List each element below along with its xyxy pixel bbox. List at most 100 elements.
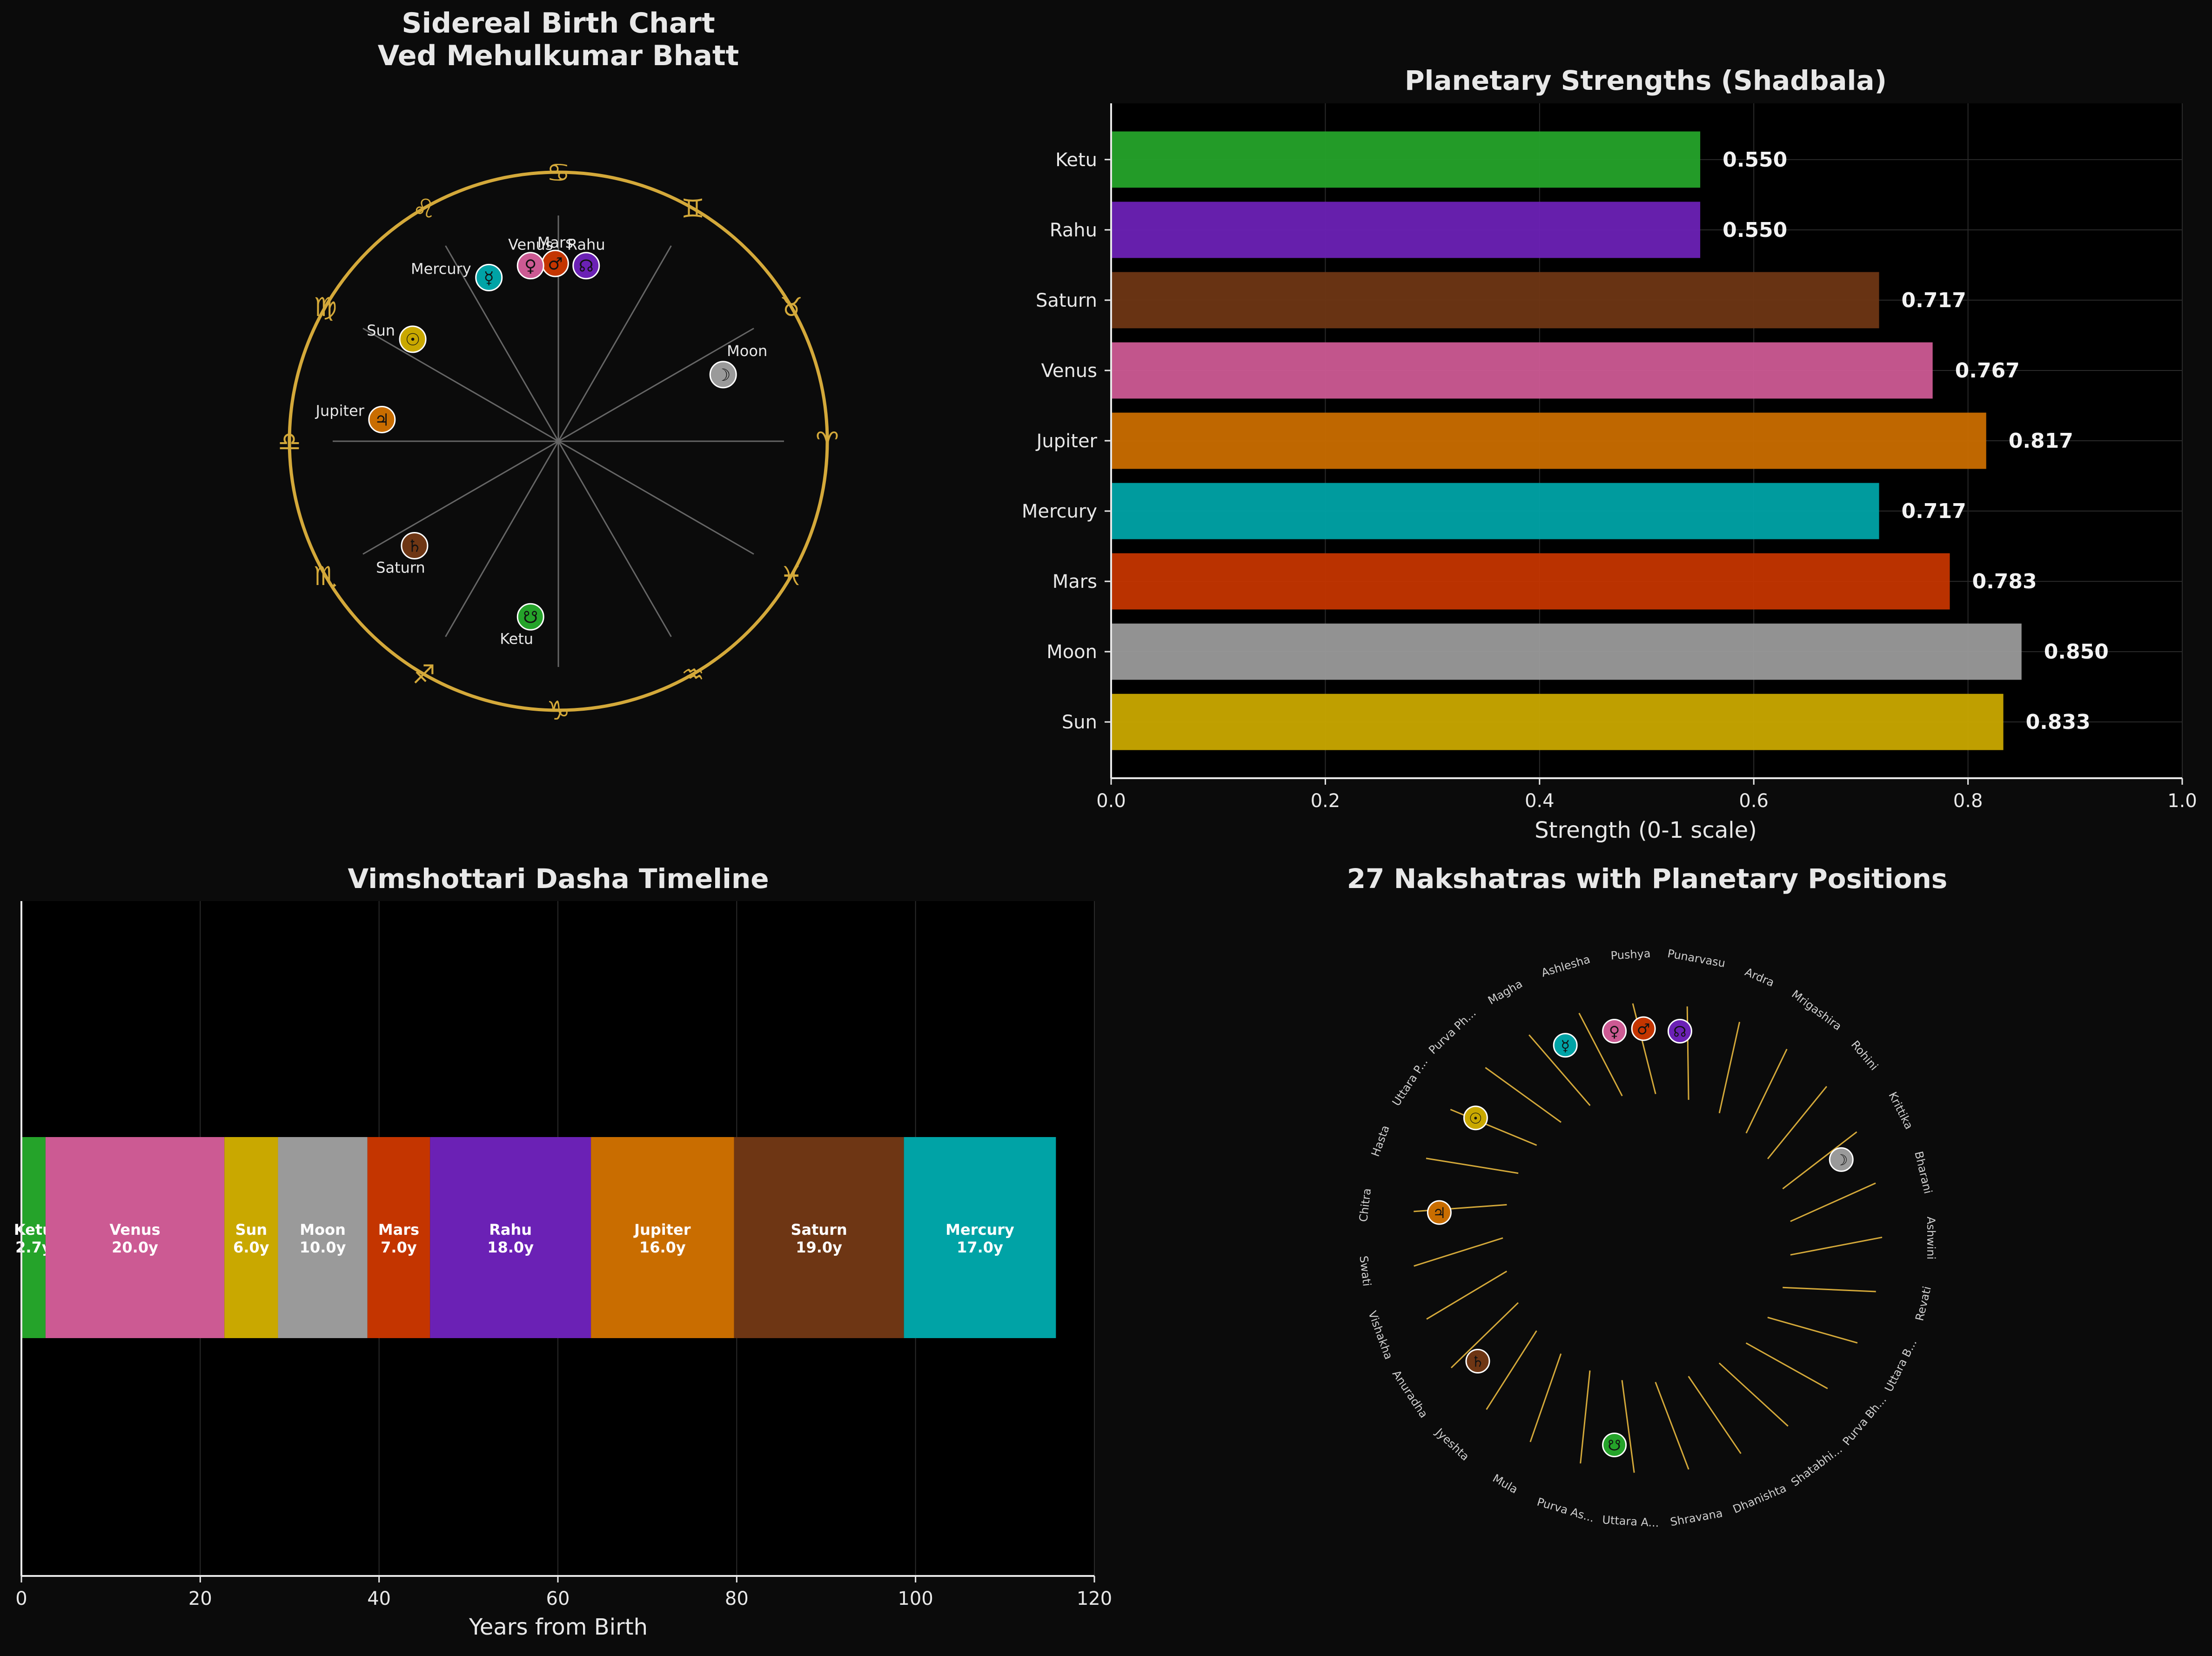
mercury-strength-bar — [1111, 483, 1879, 539]
rahu-nakshatra-glyph: ☊ — [1673, 1023, 1686, 1041]
zodiac-sign-glyph: ♓ — [779, 561, 803, 592]
venus-label: Venus — [508, 236, 553, 254]
venus-nakshatra-glyph: ♀ — [1609, 1023, 1620, 1041]
saturn-marker — [401, 532, 429, 560]
nakshatra-title: 27 Nakshatras with Planetary Positions — [1347, 863, 1948, 895]
nakshatra-divider — [1426, 1158, 1519, 1174]
zodiac-sign-glyph: ♋ — [547, 158, 570, 188]
nakshatra-divider — [1450, 1302, 1519, 1368]
zodiac-sign-glyph: ♈ — [816, 427, 839, 457]
nakshatra-divider — [1745, 1049, 1788, 1134]
jupiter-nakshatra-glyph: ♃ — [1433, 1204, 1446, 1222]
moon-strength-value: 0.850 — [2044, 640, 2109, 664]
mars-glyph: ♂ — [548, 255, 563, 274]
strength-ytick-label: Jupiter — [1035, 431, 1098, 452]
rahu-glyph: ☊ — [579, 257, 594, 276]
saturn-strength-value: 0.717 — [1902, 289, 1966, 312]
venus-marker — [516, 252, 544, 280]
dasha-xtick-label: 100 — [898, 1588, 933, 1609]
mercury-label: Mercury — [411, 260, 471, 277]
saturn-dasha-name: Saturn — [791, 1221, 847, 1239]
zodiac-ring — [288, 170, 829, 712]
zodiac-sign-glyph: ♒ — [681, 660, 704, 690]
strength-ytick-label: Saturn — [1036, 290, 1097, 311]
sun-dasha-segment — [224, 1137, 278, 1338]
nakshatra-divider — [1718, 1362, 1789, 1427]
venus-dasha-name: Venus — [109, 1221, 160, 1239]
nakshatra-divider — [1767, 1086, 1828, 1159]
mercury-nakshatra-glyph: ☿ — [1561, 1037, 1570, 1055]
zodiac-sign-glyphs: ♈ ♉ ♊ ♋ ♌ ♍ ♎ ♏ ♐ ♑ ♒ ♓ — [278, 158, 839, 726]
saturn-glyph: ♄ — [407, 537, 422, 556]
nakshatra-divider — [1655, 1381, 1689, 1470]
zodiac-sign-glyph: ♌ — [412, 194, 436, 224]
house-spoke — [558, 328, 754, 442]
mars-label: Mars — [537, 234, 573, 251]
nakshatra-label: Ashwini — [1924, 1217, 1937, 1259]
moon-marker — [709, 361, 737, 389]
mercury-dasha-years: 17.0y — [957, 1239, 1003, 1256]
jupiter-dasha-segment — [591, 1137, 734, 1338]
strength-ytick-label: Mars — [1052, 571, 1097, 592]
nakshatra-divider — [1414, 1237, 1503, 1267]
zodiac-sign-glyph: ♐ — [412, 660, 436, 690]
birth-chart-panel: Sidereal Birth Chart Ved Mehulkumar Bhat… — [278, 7, 839, 726]
mars-nakshatra-marker — [1631, 1016, 1656, 1041]
nakshatra-divider — [1529, 1353, 1562, 1442]
strength-ytick-label: Mercury — [1022, 501, 1097, 522]
house-spoke — [557, 245, 672, 442]
dasha-xtick-label: 80 — [725, 1588, 749, 1609]
dasha-title: Vimshottari Dasha Timeline — [348, 863, 769, 895]
rahu-dasha-name: Rahu — [489, 1221, 532, 1239]
sun-dasha-name: Sun — [235, 1221, 268, 1239]
venus-nakshatra-marker — [1602, 1019, 1627, 1044]
ketu-label: Ketu — [500, 630, 533, 647]
strength-xtick-label: 0.0 — [1096, 790, 1126, 812]
saturn-label: Saturn — [376, 559, 425, 577]
dasha-x-label: Years from Birth — [469, 1614, 648, 1640]
nakshatra-divider — [1426, 1271, 1508, 1320]
strength-chart-title: Planetary Strengths (Shadbala) — [1405, 65, 1887, 96]
nakshatra-divider — [1790, 1236, 1883, 1256]
nakshatra-planets: ☉ ☽ ♂ ☿ ♃ ♀ ♄ ☊ ☋ — [1427, 1016, 1854, 1457]
dasha-xtick-label: 40 — [367, 1588, 391, 1609]
house-spoke — [362, 440, 559, 555]
ketu-strength-bar — [1111, 131, 1701, 188]
moon-dasha-years: 10.0y — [300, 1239, 346, 1256]
sun-dasha-years: 6.0y — [233, 1239, 269, 1256]
strength-ticks: Sun Moon Mars Mercury Jupiter Venus Saturn Rahu… — [1022, 149, 2197, 812]
nakshatra-divider — [1580, 1370, 1591, 1464]
house-spoke — [445, 441, 559, 637]
strength-x-label: Strength (0-1 scale) — [1535, 817, 1757, 843]
dasha-timeline-panel: Vimshottari Dasha Timeline Ketu2.7yVenus… — [14, 863, 1112, 1640]
house-spoke — [445, 245, 559, 442]
mars-nakshatra-glyph: ♂ — [1637, 1020, 1650, 1038]
mercury-nakshatra-marker — [1553, 1033, 1578, 1058]
ketu-glyph: ☋ — [523, 608, 538, 627]
strength-chart-panel: Planetary Strengths (Shadbala) 0.833 0.85… — [1022, 65, 2197, 843]
moon-label: Moon — [727, 342, 767, 360]
nakshatra-divider — [1782, 1131, 1857, 1190]
ketu-nakshatra-glyph: ☋ — [1608, 1436, 1621, 1454]
dasha-xtick-label: 20 — [188, 1588, 212, 1609]
saturn-nakshatra-glyph: ♄ — [1471, 1353, 1485, 1371]
jupiter-label: Jupiter — [315, 402, 365, 419]
ketu-strength-value: 0.550 — [1723, 148, 1787, 172]
birth-chart-title-line1: Sidereal Birth Chart — [402, 7, 715, 40]
moon-strength-bar — [1111, 623, 2022, 680]
saturn-dasha-years: 19.0y — [796, 1239, 842, 1256]
jupiter-strength-value: 0.817 — [2009, 429, 2073, 453]
jupiter-marker — [368, 405, 396, 433]
house-spoke — [558, 440, 754, 555]
rahu-label: Rahu — [567, 236, 605, 254]
nakshatra-label: Pushya — [1610, 947, 1651, 963]
jupiter-glyph: ♃ — [375, 411, 389, 430]
saturn-nakshatra-marker — [1465, 1349, 1490, 1374]
mercury-dasha-name: Mercury — [945, 1221, 1014, 1239]
jupiter-dasha-years: 16.0y — [639, 1239, 686, 1256]
zodiac-sign-glyph: ♊ — [681, 194, 704, 224]
zodiac-sign-glyph: ♉ — [779, 292, 803, 323]
strength-ytick-label: Ketu — [1055, 149, 1097, 171]
mars-dasha-years: 7.0y — [381, 1239, 417, 1256]
